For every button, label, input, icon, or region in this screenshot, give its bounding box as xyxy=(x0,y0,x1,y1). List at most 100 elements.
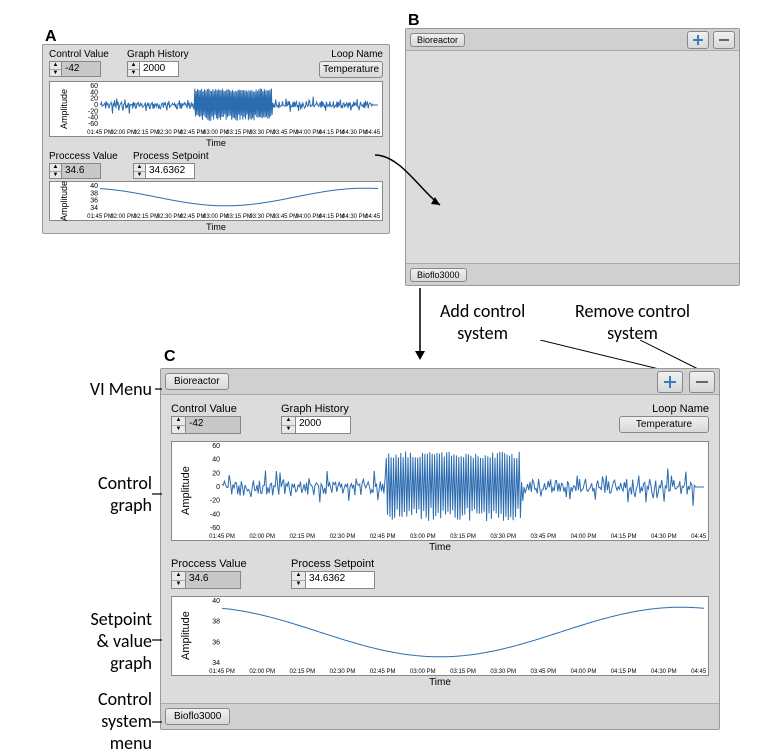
panel-c: Bioreactor Control Value ▲▼ -42 Graph Hi… xyxy=(160,368,720,730)
xlabel-a1: Time xyxy=(49,137,383,149)
ylabel-c2: Amplitude xyxy=(172,597,200,675)
loop-name-button[interactable]: Temperature xyxy=(319,61,383,78)
svg-text:01:45 PM: 01:45 PM xyxy=(87,214,113,220)
control-value-spinner-c[interactable]: ▲▼ xyxy=(171,416,185,434)
svg-text:03:30 PM: 03:30 PM xyxy=(490,669,516,675)
setpoint-chart-c: Amplitude 3436384001:45 PM02:00 PM02:15 … xyxy=(171,596,709,676)
add-annotation-l2: system xyxy=(440,322,525,344)
svg-text:02:45 PM: 02:45 PM xyxy=(180,214,206,220)
svg-text:02:00 PM: 02:00 PM xyxy=(249,669,275,675)
svg-text:-40: -40 xyxy=(88,115,98,122)
remove-control-system-button-c[interactable] xyxy=(689,371,715,393)
graph-history-field[interactable]: 2000 xyxy=(139,61,179,77)
svg-text:02:00 PM: 02:00 PM xyxy=(249,534,275,540)
svg-text:01:45 PM: 01:45 PM xyxy=(209,534,235,540)
panel-a: Control Value ▲▼ -42 Graph History ▲▼ 20… xyxy=(42,44,390,234)
svg-text:60: 60 xyxy=(212,443,220,450)
svg-text:02:30 PM: 02:30 PM xyxy=(157,214,183,220)
svg-text:03:00 PM: 03:00 PM xyxy=(203,214,229,220)
graph-history-group-c: Graph History ▲▼ 2000 xyxy=(281,403,351,434)
bioflo-button-c[interactable]: Bioflo3000 xyxy=(165,708,230,725)
graph-history-field-c[interactable]: 2000 xyxy=(295,416,351,434)
control-value-label: Control Value xyxy=(49,49,109,60)
process-setpoint-spinner[interactable]: ▲▼ xyxy=(133,163,145,179)
setpoint-annot: Setpoint& valuegraph xyxy=(56,608,152,674)
svg-text:03:30 PM: 03:30 PM xyxy=(249,214,275,220)
svg-text:40: 40 xyxy=(90,89,98,96)
svg-text:40: 40 xyxy=(212,598,220,605)
remove-annotation: Remove control system xyxy=(575,300,690,344)
svg-text:38: 38 xyxy=(90,190,98,197)
svg-text:40: 40 xyxy=(90,183,98,190)
loop-name-label-c: Loop Name xyxy=(619,403,709,415)
svg-text:-20: -20 xyxy=(210,498,220,505)
svg-text:03:00 PM: 03:00 PM xyxy=(410,534,436,540)
process-setpoint-label: Process Setpoint xyxy=(133,151,209,162)
loop-name-button-c[interactable]: Temperature xyxy=(619,416,709,433)
svg-text:0: 0 xyxy=(94,102,98,109)
svg-text:02:30 PM: 02:30 PM xyxy=(330,669,356,675)
svg-text:03:45 PM: 03:45 PM xyxy=(530,669,556,675)
add-annotation-l1: Add control xyxy=(440,300,525,322)
svg-text:04:30 PM: 04:30 PM xyxy=(651,669,677,675)
svg-text:60: 60 xyxy=(90,83,98,90)
svg-text:03:15 PM: 03:15 PM xyxy=(226,130,252,136)
svg-text:-20: -20 xyxy=(88,108,98,115)
svg-text:-40: -40 xyxy=(210,511,220,518)
add-control-system-button-b[interactable] xyxy=(687,31,709,49)
control-value-group-a: Control Value ▲▼ -42 xyxy=(49,49,109,77)
control-chart-c: Amplitude -60-40-20020406001:45 PM02:00 … xyxy=(171,441,709,541)
process-value-spinner-c[interactable]: ▲▼ xyxy=(171,571,185,589)
panel-b: Bioreactor Bioflo3000 xyxy=(405,28,740,286)
svg-text:04:45 PM: 04:45 PM xyxy=(365,214,382,220)
graph-history-spinner-c[interactable]: ▲▼ xyxy=(281,416,295,434)
bioreactor-button-b[interactable]: Bioreactor xyxy=(410,33,465,47)
process-value-spinner[interactable]: ▲▼ xyxy=(49,163,61,179)
graph-history-group-a: Graph History ▲▼ 2000 xyxy=(127,49,189,77)
svg-text:04:30 PM: 04:30 PM xyxy=(342,130,368,136)
add-control-system-button-c[interactable] xyxy=(657,371,683,393)
process-setpoint-spinner-c[interactable]: ▲▼ xyxy=(291,571,305,589)
control-value-spinner[interactable]: ▲▼ xyxy=(49,61,61,77)
loop-name-group-c: Loop Name Temperature xyxy=(619,403,709,433)
graph-history-spinner[interactable]: ▲▼ xyxy=(127,61,139,77)
remove-control-system-button-b[interactable] xyxy=(713,31,735,49)
vi-menu-annot: VI Menu xyxy=(52,378,152,400)
svg-text:03:30 PM: 03:30 PM xyxy=(249,130,275,136)
process-setpoint-field[interactable]: 34.6362 xyxy=(145,163,195,179)
svg-text:38: 38 xyxy=(212,619,220,626)
svg-text:02:15 PM: 02:15 PM xyxy=(133,214,159,220)
plus-icon xyxy=(692,34,704,46)
control-value-field-c[interactable]: -42 xyxy=(185,416,241,434)
control-value-field[interactable]: -42 xyxy=(61,61,101,77)
process-setpoint-group-a: Process Setpoint ▲▼ 34.6362 xyxy=(133,151,209,179)
svg-text:02:45 PM: 02:45 PM xyxy=(370,534,396,540)
bioflo-button-b[interactable]: Bioflo3000 xyxy=(410,268,467,282)
process-value-field[interactable]: 34.6 xyxy=(61,163,101,179)
loop-name-group-a: Loop Name Temperature xyxy=(319,49,383,78)
svg-text:03:45 PM: 03:45 PM xyxy=(272,214,298,220)
svg-text:04:45 PM: 04:45 PM xyxy=(365,130,382,136)
svg-text:04:15 PM: 04:15 PM xyxy=(319,130,345,136)
process-value-field-c[interactable]: 34.6 xyxy=(185,571,241,589)
bioreactor-button-c[interactable]: Bioreactor xyxy=(165,373,229,390)
process-setpoint-field-c[interactable]: 34.6362 xyxy=(305,571,375,589)
svg-text:20: 20 xyxy=(90,96,98,103)
process-value-group-c: Proccess Value ▲▼ 34.6 xyxy=(171,558,247,589)
graph-history-label-c: Graph History xyxy=(281,403,351,415)
add-annotation: Add control system xyxy=(440,300,525,344)
control-system-menu-annot: Controlsystemmenu xyxy=(70,688,152,754)
panel-c-label: C xyxy=(164,348,176,366)
svg-text:20: 20 xyxy=(212,470,220,477)
ylabel-c1: Amplitude xyxy=(172,442,200,540)
svg-text:03:15 PM: 03:15 PM xyxy=(450,534,476,540)
svg-text:01:45 PM: 01:45 PM xyxy=(87,130,113,136)
panel-b-toolbar: Bioreactor xyxy=(406,29,739,51)
process-setpoint-label-c: Process Setpoint xyxy=(291,558,375,570)
svg-text:02:45 PM: 02:45 PM xyxy=(180,130,206,136)
panel-c-content: Control Value ▲▼ -42 Graph History ▲▼ 20… xyxy=(171,403,709,689)
graph-history-label: Graph History xyxy=(127,49,189,60)
svg-text:02:45 PM: 02:45 PM xyxy=(370,669,396,675)
svg-text:04:00 PM: 04:00 PM xyxy=(571,669,597,675)
control-graph-annot: Controlgraph xyxy=(70,472,152,516)
